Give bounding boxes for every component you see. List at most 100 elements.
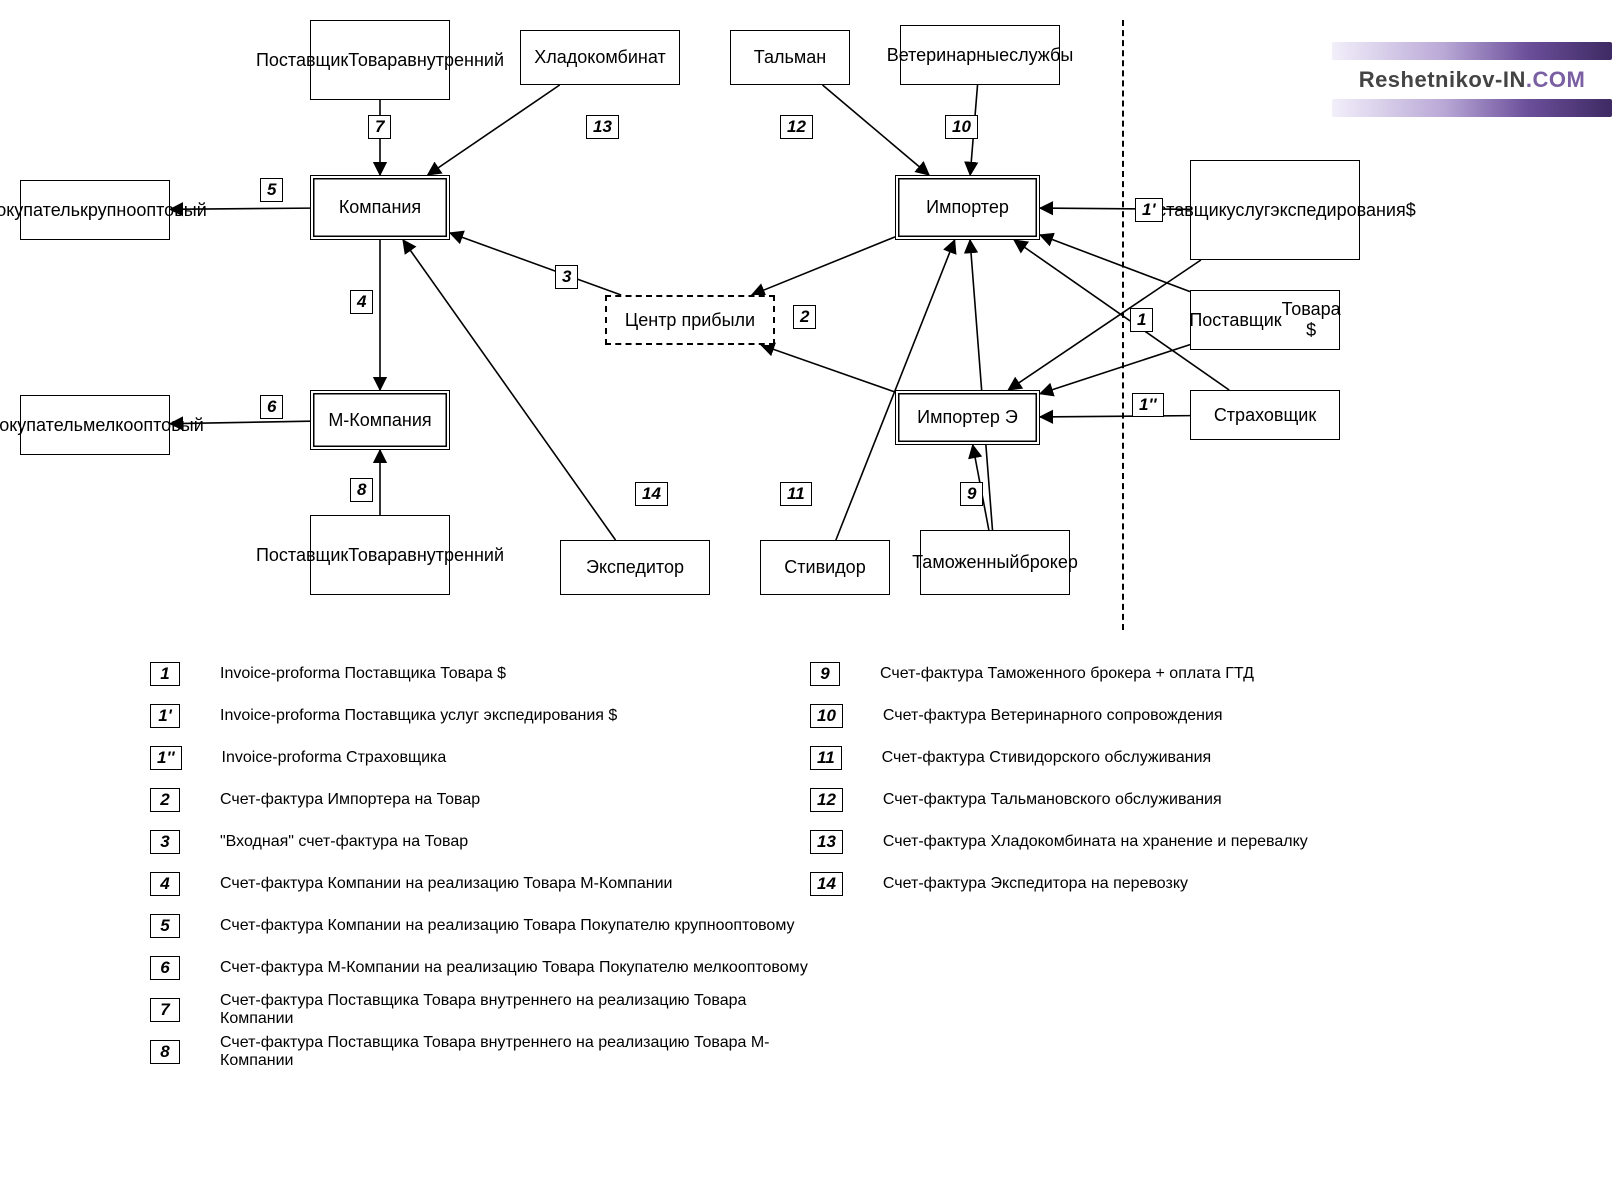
legend-text: Счет-фактура Хладокомбината на хранение … — [883, 833, 1308, 851]
legend-text: "Входная" счет-фактура на Товар — [220, 833, 468, 851]
legend-row: 6 Счет-фактура М-Компании на реализацию Т… — [150, 954, 810, 982]
node-company: Компания — [310, 175, 450, 240]
node-m_company: М-Компания — [310, 390, 450, 450]
legend-text: Счет-фактура Поставщика Товара внутренне… — [220, 992, 810, 1028]
edge-label-3: 3 — [555, 265, 578, 289]
legend-row: 5 Счет-фактура Компании на реализацию Тов… — [150, 912, 810, 940]
node-forwarder: Экспедитор — [560, 540, 710, 595]
legend-row: 4 Счет-фактура Компании на реализацию Тов… — [150, 870, 810, 898]
legend-text: Счет-фактура Поставщика Товара внутренне… — [220, 1034, 810, 1070]
edge-label-1': 1' — [1135, 198, 1163, 222]
legend-text: Счет-фактура Ветеринарного сопровождения — [883, 707, 1223, 725]
legend-row: 3 "Входная" счет-фактура на Товар — [150, 828, 810, 856]
node-importer_e: Импортер Э — [895, 390, 1040, 445]
legend-row: 1'' Invoice-proforma Страховщика — [150, 744, 810, 772]
legend-row: 1' Invoice-proforma Поставщика услуг эксп… — [150, 702, 810, 730]
legend-num: 10 — [810, 704, 843, 728]
legend-num: 13 — [810, 830, 843, 854]
legend-num: 1 — [150, 662, 180, 686]
legend-num: 1'' — [150, 746, 182, 770]
legend-row: 2 Счет-фактура Импортера на Товар — [150, 786, 810, 814]
legend-num: 7 — [150, 998, 180, 1022]
legend-text: Счет-фактура Компании на реализацию Това… — [220, 917, 795, 935]
node-insurer: Страховщик — [1190, 390, 1340, 440]
watermark-left: Reshetnikov-IN — [1359, 67, 1526, 92]
legend-num: 8 — [150, 1040, 180, 1064]
edge-label-1'': 1'' — [1132, 393, 1164, 417]
legend-num: 3 — [150, 830, 180, 854]
legend-text: Invoice-proforma Страховщика — [222, 749, 447, 767]
legend-row: 12 Счет-фактура Тальмановского обслуживан… — [810, 786, 1500, 814]
node-buyer_small: Покупательмелкооптовый — [20, 395, 170, 455]
legend-text: Счет-фактура Импортера на Товар — [220, 791, 480, 809]
edge-insurer-to-importer_e — [1040, 416, 1190, 417]
edge-label-8: 8 — [350, 478, 373, 502]
node-importer: Импортер — [895, 175, 1040, 240]
legend-row: 11 Счет-фактура Стивидорского обслуживани… — [810, 744, 1500, 772]
legend-num: 14 — [810, 872, 843, 896]
legend-text: Счет-фактура Компании на реализацию Това… — [220, 875, 672, 893]
node-stevedore: Стивидор — [760, 540, 890, 595]
legend-num: 11 — [810, 746, 842, 770]
node-customs_broker: Таможенныйброкер — [920, 530, 1070, 595]
legend-num: 6 — [150, 956, 180, 980]
node-buyer_large: Покупателькрупнооптовый — [20, 180, 170, 240]
edge-label-9: 9 — [960, 482, 983, 506]
edge-label-1: 1 — [1130, 308, 1153, 332]
legend-text: Счет-фактура Тальмановского обслуживания — [883, 791, 1222, 809]
edge-label-4: 4 — [350, 290, 373, 314]
node-cold_store: Хладокомбинат — [520, 30, 680, 85]
edge-label-7: 7 — [368, 115, 391, 139]
edge-supplier_goods_usd-to-importer_e — [1040, 345, 1190, 394]
edge-label-2: 2 — [793, 305, 816, 329]
vertical-separator — [1122, 20, 1124, 630]
legend-num: 4 — [150, 872, 180, 896]
node-supplier_internal_top: ПоставщикТоваравнутренний — [310, 20, 450, 100]
edge-label-11: 11 — [780, 482, 812, 506]
legend-num: 9 — [810, 662, 840, 686]
watermark-right: .COM — [1526, 67, 1585, 92]
watermark-bar-bottom — [1332, 99, 1612, 117]
edge-supplier_goods_usd-to-importer — [1040, 235, 1190, 292]
node-supplier_forwarding: Поставщикуслугэкспедирования$ — [1190, 160, 1360, 260]
edge-label-10: 10 — [945, 115, 978, 139]
diagram-canvas: Reshetnikov-IN.COM ПоставщикТоваравнутре… — [0, 0, 1624, 1188]
legend-row: 8Счет-фактура Поставщика Товара внутренн… — [150, 1038, 810, 1066]
legend-num: 5 — [150, 914, 180, 938]
node-supplier_goods_usd: ПоставщикТовара $ — [1190, 290, 1340, 350]
watermark: Reshetnikov-IN.COM — [1332, 42, 1612, 117]
edge-supplier_forwarding-to-importer_e — [1008, 260, 1201, 390]
edge-label-12: 12 — [780, 115, 813, 139]
legend-column-right: 9 Счет-фактура Таможенного брокера + опла… — [810, 660, 1500, 912]
legend-row: 1 Invoice-proforma Поставщика Товара $ — [150, 660, 810, 688]
node-tallyman: Тальман — [730, 30, 850, 85]
legend-row: 7Счет-фактура Поставщика Товара внутренн… — [150, 996, 810, 1024]
legend-text: Invoice-proforma Поставщика услуг экспед… — [220, 707, 617, 725]
legend-row: 13 Счет-фактура Хладокомбината на хранени… — [810, 828, 1500, 856]
legend-text: Счет-фактура М-Компании на реализацию То… — [220, 959, 808, 977]
edge-label-13: 13 — [586, 115, 619, 139]
node-profit_center: Центр прибыли — [605, 295, 775, 345]
legend-num: 1' — [150, 704, 180, 728]
legend-row: 14 Счет-фактура Экспедитора на перевозку — [810, 870, 1500, 898]
edge-importer_e-to-profit_center — [761, 345, 895, 392]
edge-label-14: 14 — [635, 482, 668, 506]
legend-text: Счет-фактура Стивидорского обслуживания — [882, 749, 1212, 767]
edge-label-6: 6 — [260, 395, 283, 419]
legend-text: Счет-фактура Таможенного брокера + оплат… — [880, 665, 1254, 683]
watermark-bar-top — [1332, 42, 1612, 60]
edge-tallyman-to-importer — [823, 85, 930, 175]
edge-importer-to-profit_center — [752, 237, 895, 295]
legend-row: 10 Счет-фактура Ветеринарного сопровожден… — [810, 702, 1500, 730]
legend-num: 2 — [150, 788, 180, 812]
node-supplier_internal_bot: ПоставщикТоваравнутренний — [310, 515, 450, 595]
legend-text: Invoice-proforma Поставщика Товара $ — [220, 665, 506, 683]
edge-label-5: 5 — [260, 178, 283, 202]
watermark-text: Reshetnikov-IN.COM — [1332, 62, 1612, 97]
legend-num: 12 — [810, 788, 843, 812]
legend-row: 9 Счет-фактура Таможенного брокера + опла… — [810, 660, 1500, 688]
legend-column-left: 1 Invoice-proforma Поставщика Товара $ 1' I… — [150, 660, 810, 1080]
edge-profit_center-to-company — [450, 233, 621, 295]
legend-text: Счет-фактура Экспедитора на перевозку — [883, 875, 1188, 893]
node-vet: Ветеринарныеслужбы — [900, 25, 1060, 85]
